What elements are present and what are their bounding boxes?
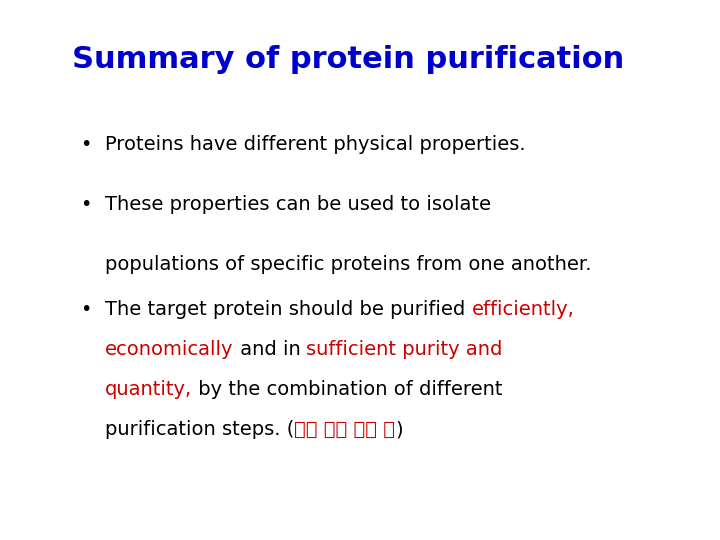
Text: by the combination of different: by the combination of different: [192, 380, 503, 399]
Text: 多、 快、 好、 省: 多、 快、 好、 省: [294, 420, 395, 439]
Text: The target protein should be purified: The target protein should be purified: [105, 300, 472, 319]
Text: Summary of protein purification: Summary of protein purification: [72, 45, 624, 74]
Text: These properties can be used to isolate: These properties can be used to isolate: [105, 195, 491, 214]
Text: •: •: [80, 195, 91, 214]
Text: •: •: [80, 300, 91, 319]
Text: populations of specific proteins from one another.: populations of specific proteins from on…: [105, 255, 592, 274]
Text: sufficient purity and: sufficient purity and: [307, 340, 503, 359]
Text: ): ): [395, 420, 403, 439]
Text: efficiently,: efficiently,: [472, 300, 575, 319]
Text: purification steps. (: purification steps. (: [105, 420, 294, 439]
Text: Proteins have different physical properties.: Proteins have different physical propert…: [105, 135, 526, 154]
Text: and in: and in: [233, 340, 307, 359]
Text: •: •: [80, 135, 91, 154]
Text: economically: economically: [105, 340, 233, 359]
Text: quantity,: quantity,: [105, 380, 192, 399]
